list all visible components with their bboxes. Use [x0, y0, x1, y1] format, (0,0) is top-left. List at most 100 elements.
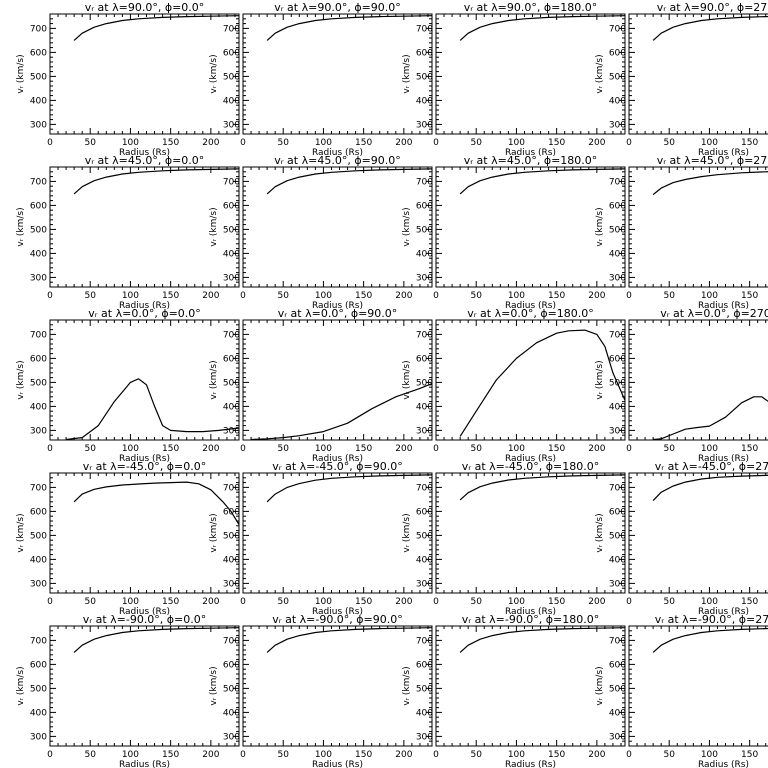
- plot-frame: [49, 472, 240, 594]
- panel-title: vᵣ at λ=-45.0°, ϕ=0.0°: [83, 460, 207, 473]
- x-tick-label: 150: [162, 291, 179, 301]
- x-tick-label: 50: [84, 444, 96, 454]
- y-tick-label: 700: [609, 636, 626, 646]
- series-line: [73, 168, 240, 195]
- x-axis-label: Radius (Rs): [312, 148, 363, 158]
- y-tick-label: 500: [223, 531, 240, 541]
- y-tick-label: 500: [223, 684, 240, 694]
- x-tick-label: 100: [508, 444, 525, 454]
- y-tick-label: 500: [609, 378, 626, 388]
- y-axis-label: vᵣ (km/s): [16, 666, 26, 705]
- x-tick-label: 150: [355, 444, 372, 454]
- x-tick-label: 50: [277, 291, 289, 301]
- x-tick-label: 200: [395, 444, 412, 454]
- y-tick-label: 600: [30, 507, 47, 517]
- y-tick-label: 300: [609, 426, 626, 436]
- panel-17: vᵣ at λ=-90.0°, ϕ=0.0° 0 50 100 150 200 300 400…: [16, 613, 240, 768]
- y-axis-label: vᵣ (km/s): [209, 360, 219, 399]
- panel-title: vᵣ at λ=45.0°, ϕ=270.0°: [657, 154, 768, 167]
- y-tick-label: 600: [30, 201, 47, 211]
- y-tick-label: 400: [30, 708, 47, 718]
- y-tick-label: 500: [416, 72, 433, 82]
- y-tick-label: 300: [223, 732, 240, 742]
- x-tick-label: 50: [84, 291, 96, 301]
- panel-3: vᵣ at λ=90.0°, ϕ=180.0° 0 50 100 150 200 300 40…: [402, 1, 626, 158]
- x-tick-label: 50: [663, 138, 675, 148]
- y-tick-label: 600: [416, 507, 433, 517]
- y-tick-label: 300: [223, 120, 240, 130]
- panel-14: vᵣ at λ=-45.0°, ϕ=90.0° 0 50 100 150 200 300 40…: [209, 460, 433, 617]
- series-line: [66, 378, 240, 441]
- y-tick-label: 700: [223, 330, 240, 340]
- panel-6: vᵣ at λ=45.0°, ϕ=90.0° 0 50 100 150 200 300 400…: [209, 154, 433, 311]
- x-tick-label: 50: [277, 750, 289, 760]
- y-tick-label: 600: [609, 660, 626, 670]
- x-tick-label: 0: [433, 597, 439, 607]
- y-tick-label: 400: [416, 708, 433, 718]
- y-axis-label: vᵣ (km/s): [595, 513, 605, 552]
- series-line: [459, 627, 626, 653]
- x-tick-label: 100: [315, 138, 332, 148]
- y-tick-label: 700: [30, 636, 47, 646]
- y-tick-label: 500: [223, 72, 240, 82]
- y-tick-label: 600: [223, 660, 240, 670]
- x-tick-label: 150: [548, 291, 565, 301]
- panel-title: vᵣ at λ=-90.0°, ϕ=270.0°: [655, 613, 768, 626]
- x-tick-label: 200: [395, 597, 412, 607]
- x-tick-label: 100: [701, 291, 718, 301]
- x-tick-label: 0: [433, 444, 439, 454]
- x-tick-label: 100: [315, 444, 332, 454]
- x-axis-label: Radius (Rs): [312, 454, 363, 464]
- series-line: [250, 383, 433, 441]
- x-axis-label: Radius (Rs): [119, 148, 170, 158]
- y-tick-label: 600: [416, 660, 433, 670]
- x-tick-label: 50: [277, 444, 289, 454]
- x-tick-label: 100: [315, 750, 332, 760]
- y-tick-label: 400: [30, 402, 47, 412]
- x-tick-label: 100: [122, 597, 139, 607]
- x-tick-label: 0: [240, 291, 246, 301]
- y-tick-label: 400: [223, 708, 240, 718]
- plot-frame: [435, 13, 626, 135]
- y-tick-label: 300: [223, 579, 240, 589]
- plot-frame: [242, 319, 433, 441]
- y-axis-label: vᵣ (km/s): [16, 207, 26, 246]
- x-axis-label: Radius (Rs): [119, 607, 170, 617]
- y-tick-label: 500: [30, 531, 47, 541]
- panel-7: vᵣ at λ=45.0°, ϕ=180.0° 0 50 100 150 200 300 40…: [402, 154, 626, 311]
- x-tick-label: 150: [162, 597, 179, 607]
- series-line: [653, 396, 768, 441]
- y-tick-label: 400: [609, 96, 626, 106]
- series-line: [652, 15, 768, 41]
- plot-frame: [628, 472, 768, 594]
- y-tick-label: 300: [609, 579, 626, 589]
- y-tick-label: 600: [416, 48, 433, 58]
- panel-5: vᵣ at λ=45.0°, ϕ=0.0° 0 50 100 150 200 300 400 5…: [16, 154, 240, 311]
- x-tick-label: 50: [470, 138, 482, 148]
- x-tick-label: 150: [741, 444, 758, 454]
- y-tick-label: 600: [30, 48, 47, 58]
- y-tick-label: 400: [30, 96, 47, 106]
- y-axis-label: vᵣ (km/s): [16, 54, 26, 93]
- panel-title: vᵣ at λ=45.0°, ϕ=180.0°: [464, 154, 598, 167]
- y-tick-label: 700: [416, 177, 433, 187]
- y-tick-label: 400: [223, 249, 240, 259]
- x-tick-label: 50: [470, 597, 482, 607]
- y-axis-label: vᵣ (km/s): [16, 513, 26, 552]
- y-tick-label: 600: [416, 354, 433, 364]
- panel-8: vᵣ at λ=45.0°, ϕ=270.0°05010015020030040…: [595, 154, 768, 311]
- panel-4: vᵣ at λ=90.0°, ϕ=270.0°05010015020030040…: [595, 1, 768, 158]
- x-axis-label: Radius (Rs): [698, 760, 749, 768]
- x-axis-label: Radius (Rs): [312, 607, 363, 617]
- y-tick-label: 500: [416, 531, 433, 541]
- x-tick-label: 150: [355, 138, 372, 148]
- y-tick-label: 300: [416, 120, 433, 130]
- plot-frame: [435, 625, 626, 747]
- y-tick-label: 300: [609, 120, 626, 130]
- x-axis-label: Radius (Rs): [698, 607, 749, 617]
- y-tick-label: 500: [223, 225, 240, 235]
- y-tick-label: 500: [609, 225, 626, 235]
- y-tick-label: 400: [223, 555, 240, 565]
- x-tick-label: 100: [122, 750, 139, 760]
- plot-frame: [49, 625, 240, 747]
